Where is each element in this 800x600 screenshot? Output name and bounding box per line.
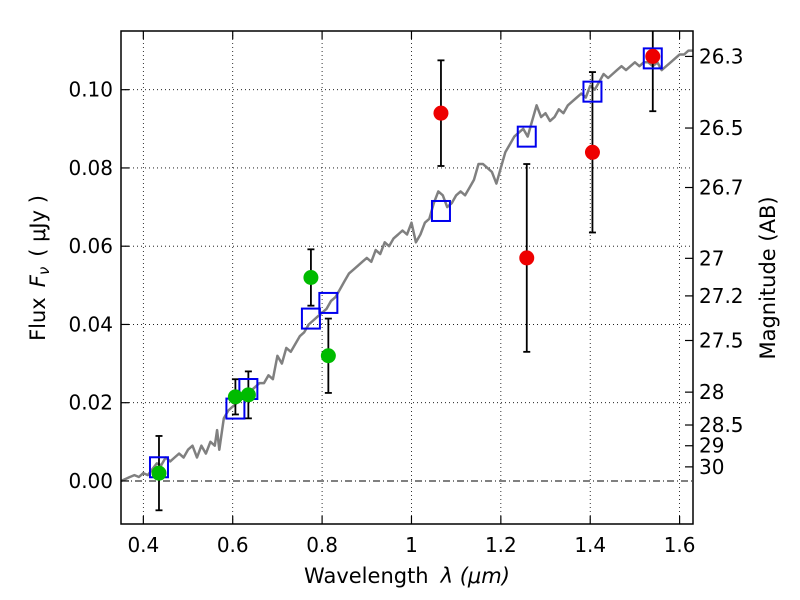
x-tick-label: 0.4 bbox=[127, 533, 159, 557]
y-tick-label: 0.00 bbox=[68, 469, 113, 493]
y2-tick-label: 27.2 bbox=[699, 284, 744, 308]
y-axis-symbol: F bbox=[26, 274, 50, 287]
y-axis-unit: ( μJy ) bbox=[26, 195, 50, 257]
x-tick-label: 1 bbox=[405, 533, 418, 557]
axis-ticks: 0.4 0.6 0.8 1 1.2 1.4 1.6 0.00 0.02 0.04 0.06 0.08 0… bbox=[68, 31, 744, 557]
data-markers bbox=[148, 47, 663, 481]
y-tick-label: 0.10 bbox=[68, 78, 113, 102]
model-point-square bbox=[430, 199, 451, 222]
y2-tick-label: 28 bbox=[699, 380, 724, 404]
y-tick-label: 0.04 bbox=[68, 312, 113, 336]
x-tick-label: 0.6 bbox=[217, 533, 249, 557]
y-axis-label-text: Flux bbox=[26, 297, 50, 341]
observed-point bbox=[645, 48, 661, 64]
x-tick-label: 1.6 bbox=[664, 533, 696, 557]
y2-tick-label: 29 bbox=[699, 434, 724, 458]
y-axis-subscript: ν bbox=[35, 267, 53, 275]
observed-point bbox=[151, 465, 167, 481]
x-axis-symbol: λ (μm) bbox=[440, 564, 510, 588]
observed-point bbox=[303, 270, 319, 285]
x-tick-label: 0.8 bbox=[306, 533, 338, 557]
observed-point bbox=[519, 250, 535, 266]
y2-tick-label: 27 bbox=[699, 246, 724, 270]
y2-tick-label: 26.7 bbox=[699, 176, 744, 200]
model-curve-line bbox=[121, 49, 693, 483]
y2-tick-label: 26.3 bbox=[699, 44, 744, 68]
model-point-square bbox=[582, 80, 603, 103]
model-point-square bbox=[516, 125, 537, 148]
model-point-square bbox=[318, 291, 339, 314]
plot-content bbox=[121, 31, 693, 512]
y2-tick-label: 28.5 bbox=[699, 413, 744, 437]
y2-axis-label: Magnitude (AB) bbox=[756, 196, 780, 359]
y2-tick-label: 26.5 bbox=[699, 116, 744, 140]
y-tick-label: 0.06 bbox=[68, 234, 113, 258]
x-tick-label: 1.4 bbox=[574, 533, 606, 557]
y-tick-label: 0.08 bbox=[68, 156, 113, 180]
observed-point bbox=[240, 387, 256, 403]
observed-point bbox=[227, 389, 243, 405]
observed-point bbox=[320, 348, 336, 364]
y-axis-label: Flux Fν ( μJy ) bbox=[26, 195, 53, 341]
x-axis-label: Wavelength λ (μm) bbox=[304, 564, 510, 588]
y-tick-label: 0.02 bbox=[68, 391, 113, 415]
x-axis-label-text: Wavelength bbox=[304, 564, 429, 588]
model-point-square bbox=[642, 47, 663, 70]
grid bbox=[121, 31, 693, 524]
observed-point bbox=[584, 144, 600, 160]
x-tick-label: 1.2 bbox=[485, 533, 517, 557]
plot-frame bbox=[120, 30, 694, 525]
y2-tick-label: 27.5 bbox=[699, 328, 744, 352]
model-point-square bbox=[300, 307, 321, 330]
observed-point bbox=[433, 105, 449, 121]
y2-tick-label: 30 bbox=[699, 455, 724, 479]
